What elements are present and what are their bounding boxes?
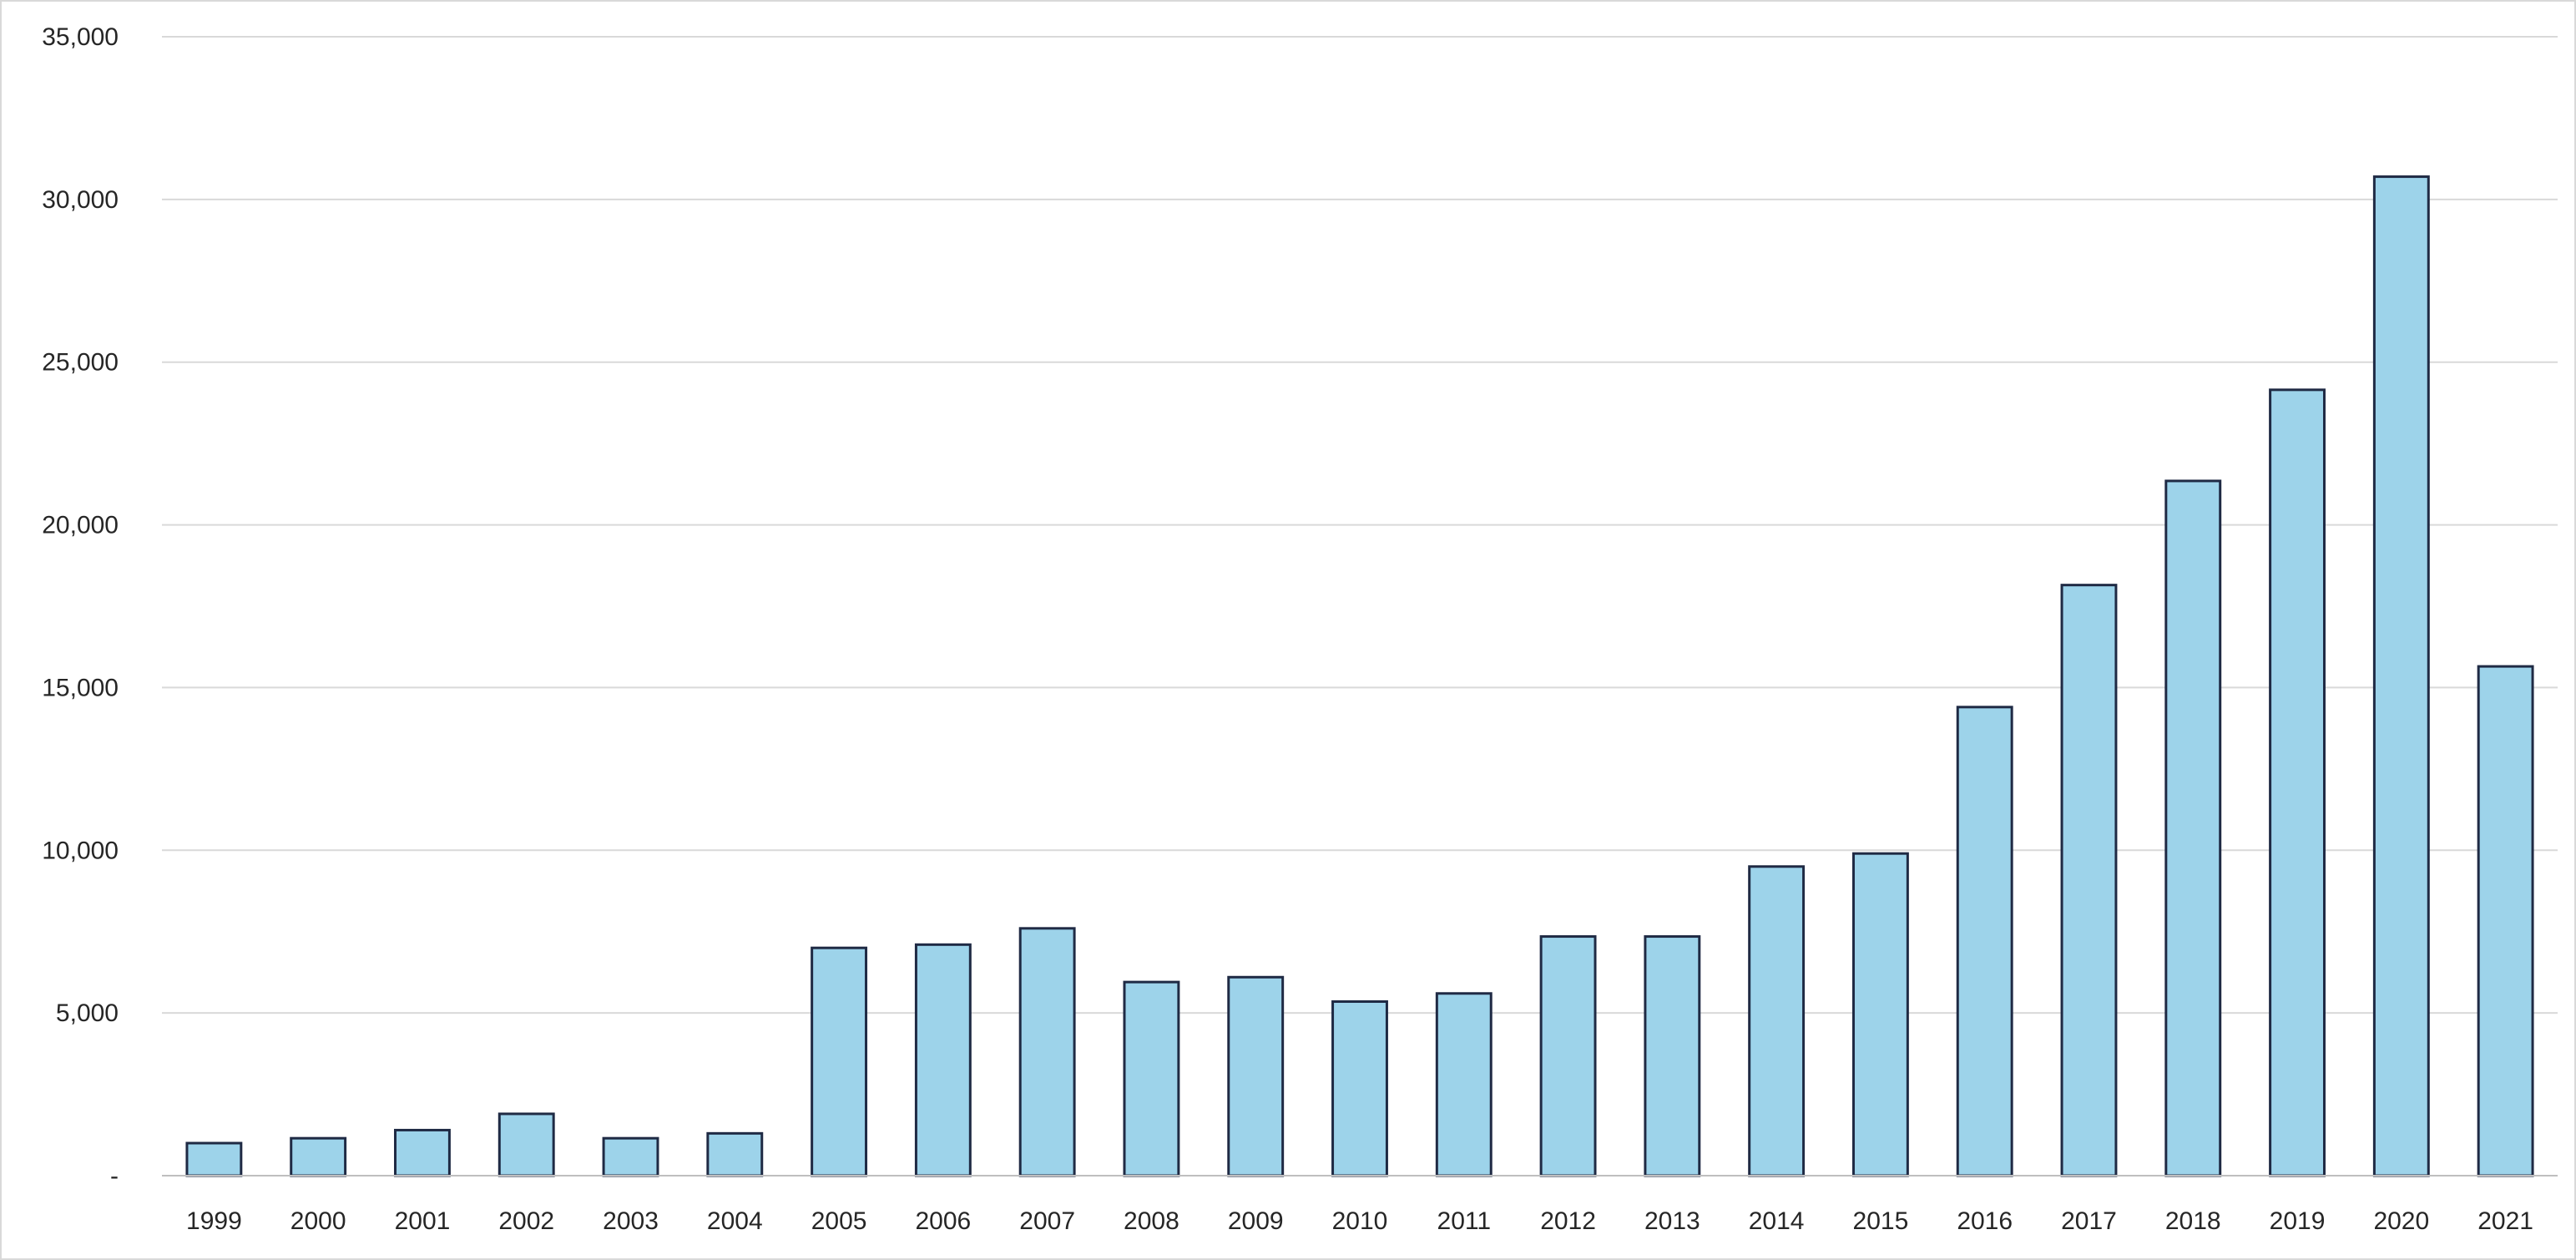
bar-2006 <box>914 943 972 1177</box>
bars <box>185 175 2534 1177</box>
x-tick-label: 2002 <box>498 1207 554 1235</box>
bar-2020 <box>2372 175 2430 1177</box>
bar-2009 <box>1227 975 1285 1177</box>
y-tick-label: 10,000 <box>42 837 119 864</box>
x-tick-label: 2008 <box>1124 1207 1179 1235</box>
bar-2004 <box>706 1131 764 1177</box>
bar-2001 <box>394 1128 451 1177</box>
x-tick-label: 2006 <box>915 1207 971 1235</box>
x-tick-label: 2003 <box>603 1207 659 1235</box>
bar-2005 <box>811 946 868 1177</box>
x-tick-label: 2014 <box>1749 1207 1805 1235</box>
bar-2002 <box>498 1112 555 1177</box>
y-tick-label: 30,000 <box>42 186 119 214</box>
x-tick-label: 2017 <box>2061 1207 2117 1235</box>
bar-2013 <box>1644 935 1701 1177</box>
y-tick-label: - <box>110 1162 119 1190</box>
bar-2019 <box>2269 388 2326 1177</box>
x-tick-label: 2015 <box>1853 1207 1909 1235</box>
x-tick-label: 2013 <box>1644 1207 1700 1235</box>
bar-2012 <box>1539 935 1597 1177</box>
bar-2014 <box>1748 865 1806 1177</box>
y-tick-label: 35,000 <box>42 23 119 51</box>
x-tick-label: 2001 <box>395 1207 451 1235</box>
x-tick-label: 2016 <box>1957 1207 2013 1235</box>
x-tick-label: 2020 <box>2373 1207 2429 1235</box>
x-tick-label: 2021 <box>2478 1207 2533 1235</box>
x-tick-label: 2004 <box>707 1207 763 1235</box>
x-tick-label: 2005 <box>811 1207 867 1235</box>
x-tick-label: 2018 <box>2165 1207 2221 1235</box>
bar-2007 <box>1018 927 1076 1177</box>
y-tick-label: 20,000 <box>42 512 119 539</box>
bar-2018 <box>2164 479 2222 1177</box>
bar-2011 <box>1435 992 1493 1177</box>
bar-2017 <box>2060 584 2118 1177</box>
y-tick-label: 5,000 <box>56 999 119 1027</box>
bar-2003 <box>602 1136 659 1177</box>
gridlines <box>162 36 2558 1015</box>
bar-2016 <box>1956 706 2013 1177</box>
bar-2008 <box>1123 980 1180 1177</box>
x-tick-label: 2012 <box>1540 1207 1596 1235</box>
bar-1999 <box>185 1141 243 1177</box>
x-axis-tick-labels: 1999 2000 2001 2002 2003 2004 2005 2006 2007 2008… <box>186 1207 2533 1235</box>
x-tick-label: 2009 <box>1228 1207 1284 1235</box>
x-tick-label: 2010 <box>1332 1207 1388 1235</box>
x-tick-label: 2007 <box>1019 1207 1075 1235</box>
y-axis-tick-labels: - 5,000 10,000 15,000 20,000 25,000 30,000 35,0… <box>42 23 119 1190</box>
y-tick-label: 15,000 <box>42 674 119 701</box>
x-tick-label: 2019 <box>2270 1207 2326 1235</box>
x-tick-label: 1999 <box>186 1207 242 1235</box>
bar-2010 <box>1331 1000 1388 1177</box>
x-tick-label: 2000 <box>290 1207 346 1235</box>
bar-2021 <box>2477 665 2534 1177</box>
y-tick-label: 25,000 <box>42 349 119 377</box>
x-tick-label: 2011 <box>1437 1207 1492 1235</box>
bar-2015 <box>1851 852 1909 1177</box>
bar-2000 <box>290 1136 347 1177</box>
